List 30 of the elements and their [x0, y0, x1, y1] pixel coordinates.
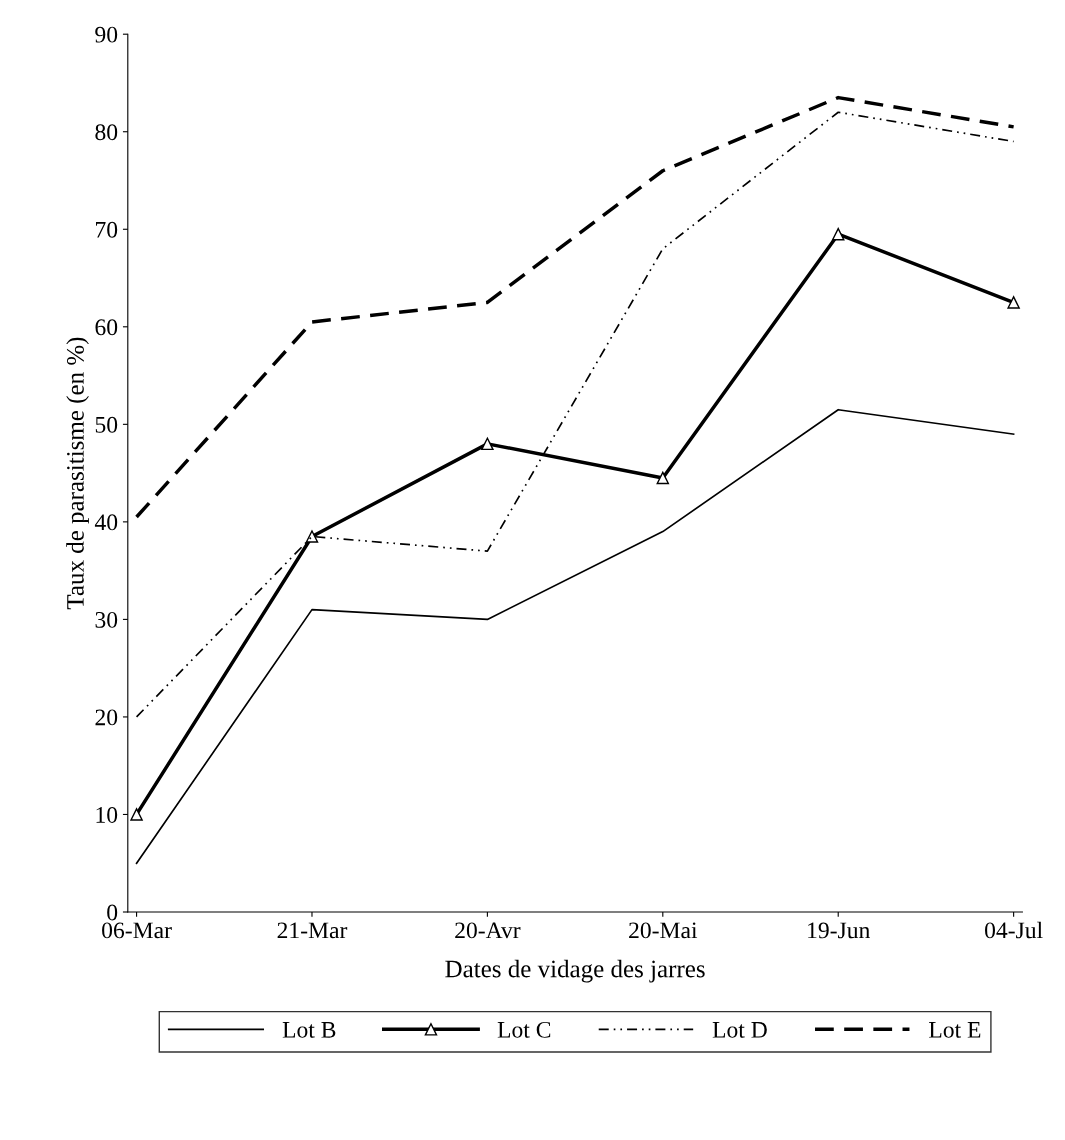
y-axis-title: Taux de parasitisme (en %): [66, 337, 89, 610]
legend-label: Lot B: [282, 1022, 336, 1038]
x-tick-label: 19-Jun: [808, 922, 870, 939]
point: [481, 437, 494, 451]
point: [305, 530, 319, 543]
point: [130, 808, 143, 821]
y-tick-label: 30: [95, 611, 118, 628]
y-tick-label: 0: [107, 904, 118, 921]
x-tick-label: 21-Mar: [277, 922, 348, 939]
y-tick-label: 50: [95, 416, 118, 433]
x-axis-title: Dates de vidage des jarres: [445, 959, 705, 983]
point: [656, 471, 670, 485]
x-tick-label: 04-Jul: [985, 921, 1043, 939]
y-tick-label: 40: [94, 514, 118, 531]
x-tick-label: 20-Avr: [455, 922, 521, 939]
y-tick-label: 90: [95, 26, 118, 43]
y-tick-label: 70: [96, 221, 118, 238]
legend-label: Lot D: [712, 1022, 767, 1038]
point: [1007, 296, 1020, 309]
x-tick-label: 20-Mai: [629, 922, 698, 939]
y-tick-label: 80: [95, 124, 118, 141]
y-tick-label: 60: [95, 319, 118, 336]
point: [831, 227, 845, 241]
x-tick-label: 06-Mar: [102, 922, 172, 939]
legend-label: Lot E: [929, 1022, 981, 1038]
y-tick-label: 20: [95, 709, 118, 726]
legend-label: Lot C: [497, 1021, 551, 1038]
line-series: [134, 95, 1016, 519]
y-tick-label: 10: [96, 806, 118, 823]
line-series: [135, 408, 1015, 865]
